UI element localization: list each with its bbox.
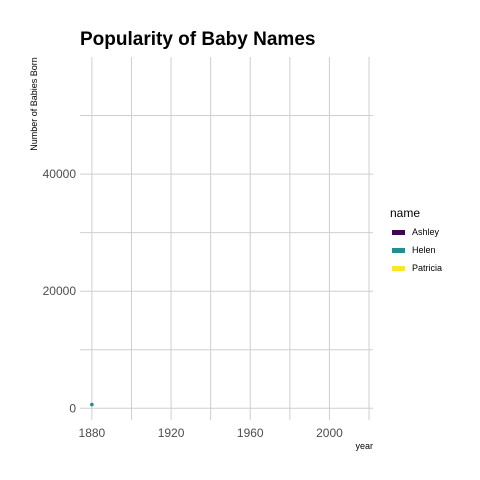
legend-label-patricia: Patricia xyxy=(412,263,442,273)
y-axis-label: Number of Babies Born xyxy=(29,57,39,151)
legend-label-helen: Helen xyxy=(412,245,436,255)
x-tick-label: 1880 xyxy=(79,426,106,440)
legend-swatch-patricia xyxy=(392,266,405,271)
legend-swatch-ashley xyxy=(392,230,405,235)
x-tick-label: 2000 xyxy=(316,426,343,440)
legend-swatch-helen xyxy=(392,248,405,253)
y-tick-label: 40000 xyxy=(43,167,77,181)
x-tick-label: 1960 xyxy=(237,426,264,440)
x-axis-label: year xyxy=(355,441,373,451)
chart-title: Popularity of Baby Names xyxy=(80,29,315,50)
x-axis-ticks: 1880 1920 1960 2000 xyxy=(79,426,344,440)
y-axis-ticks: 0 20000 40000 xyxy=(43,167,77,415)
legend: name Ashley Helen Patricia xyxy=(390,206,442,273)
y-tick-label: 20000 xyxy=(43,284,77,298)
data-point-helen xyxy=(90,402,94,407)
legend-title: name xyxy=(390,206,420,220)
legend-label-ashley: Ashley xyxy=(412,227,440,237)
series-layer xyxy=(90,402,94,407)
y-tick-label: 0 xyxy=(69,401,76,415)
grid xyxy=(80,57,373,420)
x-tick-label: 1920 xyxy=(158,426,185,440)
